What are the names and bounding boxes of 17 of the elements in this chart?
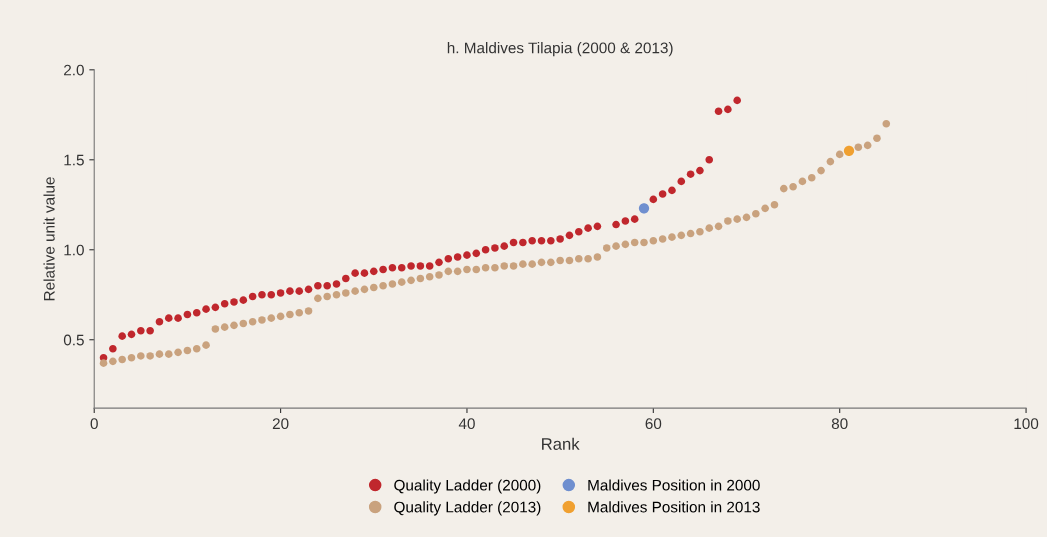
x-tick-label: 40 <box>458 418 475 430</box>
y-tick-label: 1.0 <box>64 244 84 256</box>
y-tick-label: 1.5 <box>64 154 84 166</box>
chart-title: h. Maldives Tilapia (2000 & 2013) <box>447 42 673 57</box>
x-tick-label: 100 <box>1014 418 1039 430</box>
y-tick-label: 0.5 <box>63 334 84 346</box>
legend-label: Maldives Position in 2013 <box>588 501 760 513</box>
legend-label: Quality Ladder (2013) <box>394 501 541 516</box>
x-tick-label: 20 <box>272 418 289 430</box>
legend-label: Quality Ladder (2000) <box>394 479 541 494</box>
y-tick-label: 2.0 <box>64 64 84 76</box>
x-tick-label: 80 <box>831 418 848 430</box>
x-tick-label: 0 <box>90 418 98 430</box>
x-tick-label: 60 <box>645 418 662 430</box>
x-axis-title: Rank <box>542 437 580 450</box>
legend-label: Maldives Position in 2000 <box>588 479 760 491</box>
y-axis-title: Relative unit value <box>43 177 55 301</box>
